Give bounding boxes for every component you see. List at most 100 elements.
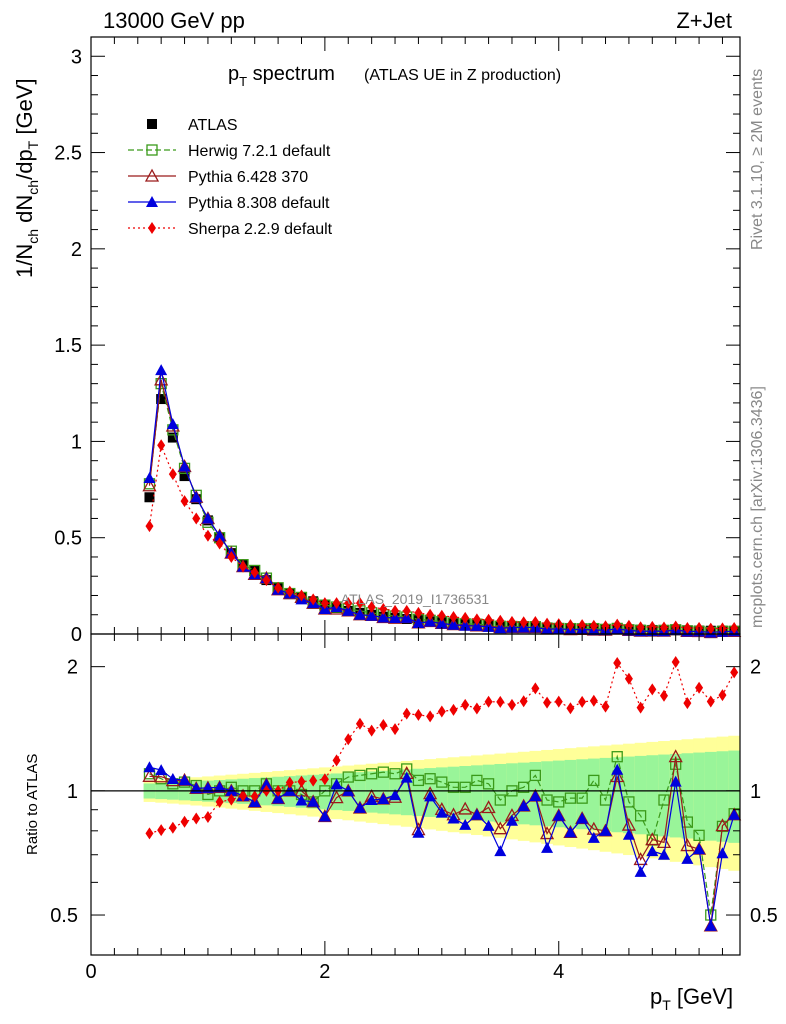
data-point — [484, 613, 493, 626]
data-point — [601, 620, 610, 633]
data-point — [201, 512, 214, 524]
ratio-point — [166, 772, 179, 784]
ratio-point — [634, 865, 647, 877]
data-point — [142, 478, 157, 492]
data-point — [494, 622, 507, 634]
legend-label: Pythia 6.428 370 — [188, 169, 308, 186]
side-text-bottom: mcplots.cern.ch [arXiv:1306.3436] — [749, 386, 766, 628]
data-point — [178, 460, 191, 472]
ratio-point — [471, 774, 483, 787]
ratio-point — [693, 843, 706, 855]
data-point — [589, 619, 598, 632]
data-point — [507, 615, 516, 628]
data-point — [262, 574, 271, 587]
ratio-tick-label-left: 0.5 — [50, 905, 78, 927]
data-point — [730, 622, 739, 635]
legend-label: Pythia 8.308 default — [188, 195, 330, 212]
data-point — [239, 560, 248, 573]
ratio-point — [633, 852, 648, 866]
ratio-point — [494, 845, 507, 857]
ratio-point — [318, 810, 331, 822]
ratio-point — [365, 768, 378, 780]
data-point — [449, 611, 458, 624]
data-point — [250, 566, 259, 579]
data-point — [400, 611, 413, 623]
band-green — [646, 755, 659, 836]
ratio-point — [365, 794, 378, 806]
ratio-point — [402, 707, 411, 720]
ratio-point — [576, 792, 588, 804]
ratio-point — [309, 774, 318, 787]
data-point — [659, 621, 668, 634]
ratio-point — [494, 794, 506, 806]
ratio-point — [168, 821, 177, 834]
plot-title: pT spectrum — [228, 63, 335, 89]
ratio-point — [657, 848, 670, 860]
data-point — [157, 439, 166, 452]
band-green — [704, 751, 718, 841]
ratio-point — [470, 808, 483, 820]
ratio-point — [353, 801, 366, 813]
ratio-point — [564, 826, 577, 838]
band-green — [564, 759, 577, 829]
energy-label: 13000 GeV pp — [103, 8, 245, 33]
ratio-point — [437, 705, 446, 718]
y-tick-label: 1.5 — [54, 335, 82, 357]
ratio-point — [157, 824, 166, 837]
ratio-point — [481, 800, 496, 814]
x-tick-label: 4 — [553, 961, 564, 983]
ylab-ch2: ch — [25, 180, 41, 195]
ylab-t: T — [25, 140, 41, 149]
ratio-point — [391, 723, 400, 736]
data-point — [355, 597, 364, 610]
data-point — [342, 604, 355, 616]
ratio-point — [180, 815, 189, 828]
ratio-point — [622, 828, 635, 840]
ratio-tick-label-right: 0.5 — [750, 905, 778, 927]
data-point — [613, 618, 622, 631]
ratio-point — [611, 763, 624, 775]
band-green — [716, 751, 729, 842]
watermark: ATLAS_2019_I1736531 — [341, 591, 490, 607]
ratio-point — [613, 656, 622, 669]
band-green — [412, 768, 425, 817]
data-point — [636, 621, 645, 634]
process-label: Z+Jet — [676, 8, 732, 33]
plot-frames — [90, 36, 741, 956]
ratio-point — [645, 832, 660, 846]
data-point — [155, 364, 168, 376]
ratio-series-layer — [91, 656, 742, 932]
ratio-point — [659, 689, 668, 702]
ratio-point — [718, 689, 727, 702]
ratio-point — [143, 761, 156, 773]
data-point — [543, 617, 552, 630]
ratio-point — [295, 794, 308, 806]
data-point — [167, 432, 178, 443]
data-point — [168, 468, 177, 481]
ylab-1n: 1/N — [12, 244, 37, 278]
ratio-point — [459, 781, 471, 793]
data-point — [344, 597, 353, 610]
ratio-point — [588, 774, 600, 787]
x-tick-label: 0 — [85, 961, 96, 983]
data-point — [143, 472, 156, 484]
ratio-point — [484, 695, 493, 708]
ratio-point — [377, 792, 390, 804]
data-point — [377, 611, 390, 623]
band-green — [623, 756, 636, 834]
data-point — [706, 622, 715, 635]
ratio-point — [680, 838, 695, 852]
ratio-point — [529, 769, 542, 782]
ratio-point — [379, 718, 388, 731]
ratio-point — [715, 818, 730, 832]
ratio-point — [447, 781, 460, 793]
ratio-point — [424, 790, 437, 802]
ratio-point — [155, 764, 168, 776]
y-tick-label: 3 — [71, 46, 82, 68]
data-point — [367, 601, 376, 614]
data-point — [472, 613, 481, 626]
plot-title-detail: (ATLAS UE in Z production) — [364, 67, 561, 84]
ratio-point — [400, 771, 413, 783]
ratio-point — [414, 708, 423, 721]
title-word: spectrum — [247, 63, 335, 85]
